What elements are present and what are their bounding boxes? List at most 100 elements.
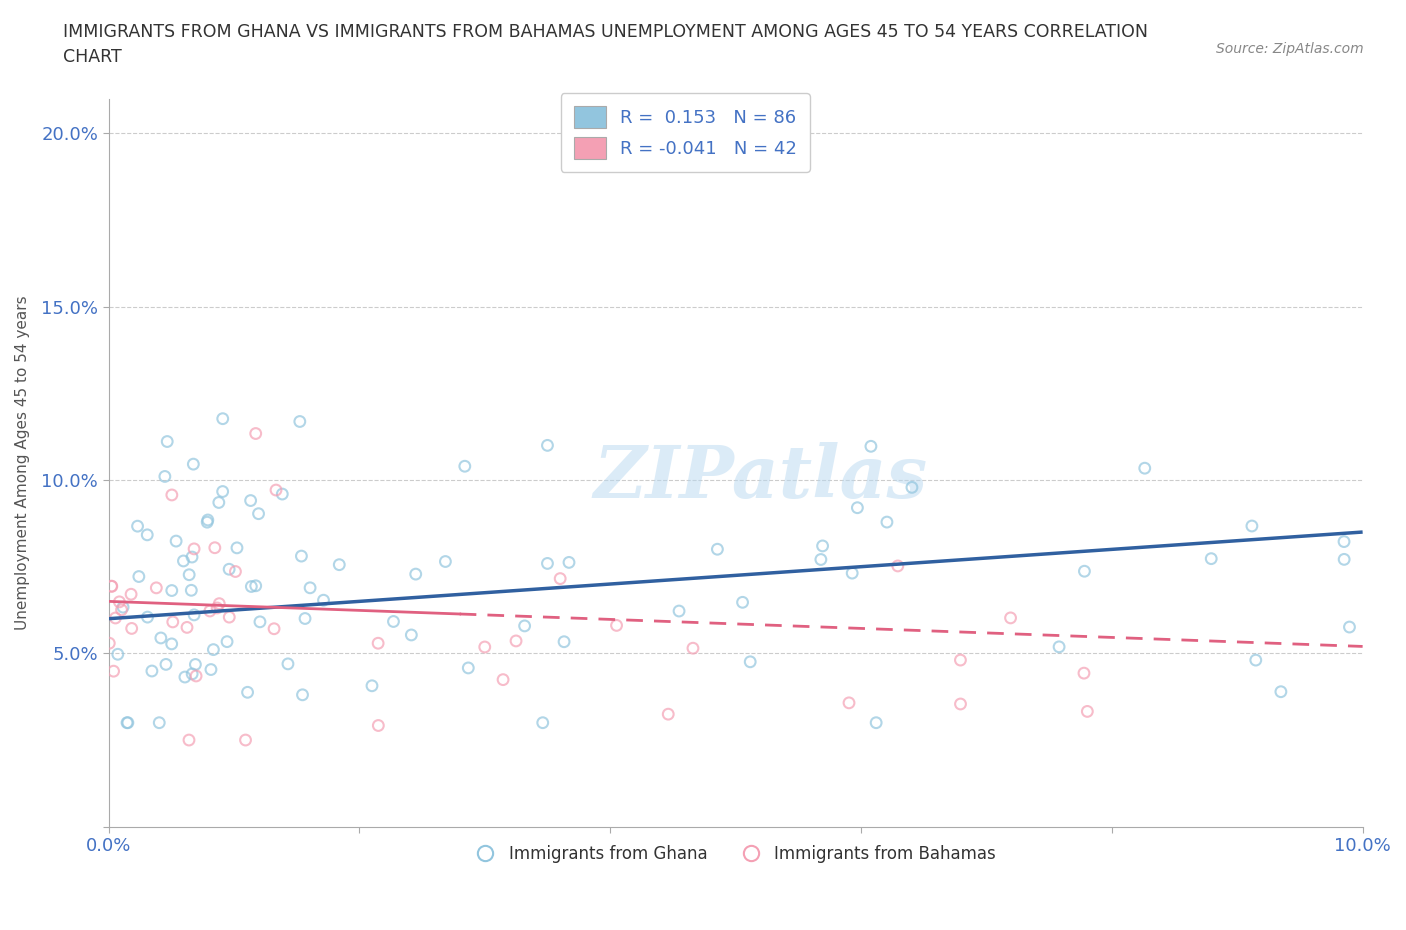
Point (706, 542, 728, 557)
Point (128, 569, 150, 584)
Point (457, 660, 479, 675)
Point (810, 552, 832, 567)
Point (160, 636, 183, 651)
Point (1133, 460, 1156, 475)
Point (1270, 684, 1292, 699)
Point (291, 687, 314, 702)
Point (153, 469, 176, 484)
Point (887, 559, 910, 574)
Point (100, 578, 122, 593)
Point (247, 506, 270, 521)
Point (108, 594, 131, 609)
Point (136, 610, 159, 625)
Point (148, 715, 170, 730)
Point (513, 618, 536, 633)
Point (382, 614, 405, 629)
Point (299, 580, 322, 595)
Y-axis label: Unemployment Among Ages 45 to 54 years: Unemployment Among Ages 45 to 54 years (15, 296, 30, 630)
Point (558, 555, 581, 570)
Text: IMMIGRANTS FROM GHANA VS IMMIGRANTS FROM BAHAMAS UNEMPLOYMENT AMONG AGES 45 TO 5: IMMIGRANTS FROM GHANA VS IMMIGRANTS FROM… (63, 23, 1149, 41)
Point (1047, 640, 1070, 655)
Point (731, 595, 754, 610)
Point (211, 485, 233, 499)
Point (141, 664, 163, 679)
Point (328, 557, 350, 572)
Point (474, 640, 496, 655)
Point (115, 715, 138, 730)
Point (668, 604, 690, 618)
Point (876, 514, 898, 529)
Point (145, 580, 167, 595)
Point (117, 715, 139, 730)
Point (548, 571, 571, 586)
Point (1000, 610, 1022, 625)
Point (865, 715, 887, 730)
Point (367, 636, 389, 651)
Point (136, 527, 159, 542)
Point (492, 672, 515, 687)
Point (1240, 519, 1263, 534)
Point (294, 611, 316, 626)
Point (1333, 534, 1355, 549)
Text: ZIPatlas: ZIPatlas (593, 442, 928, 512)
Point (172, 553, 194, 568)
Point (103, 664, 125, 679)
Point (811, 538, 834, 553)
Point (536, 556, 558, 571)
Point (288, 414, 311, 429)
Point (101, 578, 124, 593)
Point (1339, 619, 1361, 634)
Point (949, 697, 972, 711)
Point (184, 657, 207, 671)
Point (434, 554, 457, 569)
Point (165, 534, 187, 549)
Point (235, 733, 257, 748)
Point (160, 487, 183, 502)
Point (208, 495, 231, 510)
Point (149, 631, 172, 645)
Point (1244, 653, 1267, 668)
Point (401, 628, 423, 643)
Point (184, 669, 207, 684)
Point (264, 483, 287, 498)
Point (183, 607, 205, 622)
Point (249, 615, 271, 630)
Point (949, 653, 972, 668)
Point (454, 458, 477, 473)
Point (204, 540, 226, 555)
Point (682, 641, 704, 656)
Point (181, 550, 204, 565)
Point (1076, 704, 1098, 719)
Point (531, 715, 554, 730)
Legend: Immigrants from Ghana, Immigrants from Bahamas: Immigrants from Ghana, Immigrants from B… (468, 838, 1002, 870)
Point (239, 493, 262, 508)
Point (240, 579, 263, 594)
Point (553, 634, 575, 649)
Point (1073, 564, 1095, 578)
Point (155, 657, 177, 671)
Point (177, 733, 200, 748)
Point (98, 636, 121, 651)
Point (1073, 666, 1095, 681)
Point (121, 621, 143, 636)
Point (1333, 551, 1355, 566)
Point (211, 411, 233, 426)
Point (197, 512, 219, 527)
Point (312, 592, 335, 607)
Point (271, 486, 294, 501)
Point (245, 578, 267, 593)
Point (156, 434, 179, 449)
Point (107, 647, 129, 662)
Point (740, 655, 762, 670)
Point (901, 480, 924, 495)
Point (226, 540, 249, 555)
Point (202, 643, 225, 658)
Point (110, 603, 132, 618)
Point (218, 562, 240, 577)
Point (162, 615, 184, 630)
Point (176, 620, 198, 635)
Point (200, 662, 222, 677)
Point (859, 439, 882, 454)
Point (205, 601, 228, 616)
Point (104, 611, 127, 626)
